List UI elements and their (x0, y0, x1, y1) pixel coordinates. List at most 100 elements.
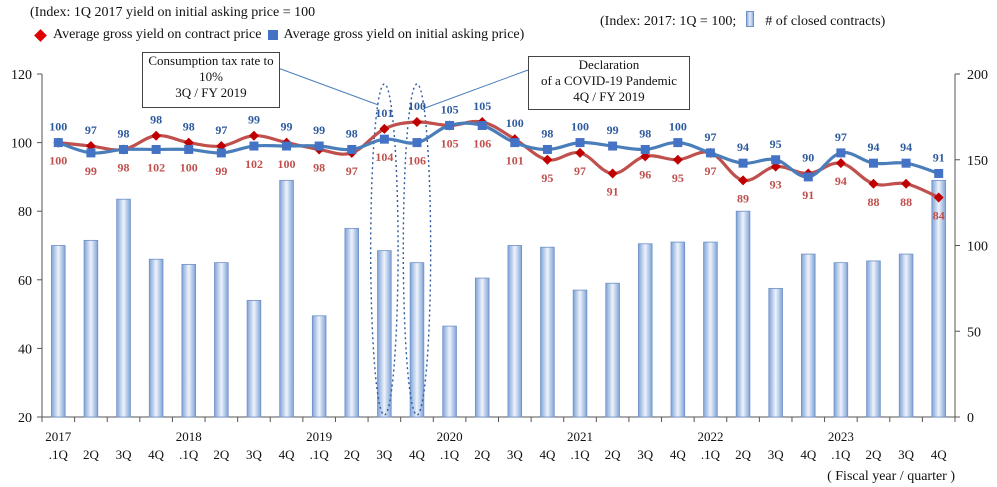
contract-value-label: 106 (408, 154, 426, 168)
bar (116, 198, 131, 418)
x-quarter-label: 2Q (866, 447, 883, 462)
bar (148, 258, 164, 418)
x-year-label: 2021 (567, 429, 593, 444)
bar (51, 245, 66, 418)
asking-value-label: 97 (85, 123, 97, 137)
asking-value-label: 99 (313, 123, 325, 137)
asking-value-label: 100 (506, 116, 524, 130)
contract-point (933, 192, 944, 203)
asking-value-label: 90 (802, 150, 814, 164)
contract-value-label: 96 (639, 167, 651, 181)
asking-value-label: 98 (346, 126, 358, 140)
contract-value-label: 91 (607, 184, 619, 198)
bar (898, 253, 914, 418)
asking-point (738, 158, 748, 168)
contract-point (542, 154, 553, 165)
x-quarter-label: 3Q (116, 447, 133, 462)
contract-value-label: 105 (441, 136, 459, 150)
bar-series (51, 179, 946, 418)
x-quarter-label: 3Q (507, 447, 524, 462)
bar (474, 277, 490, 418)
x-quarter-label: 3Q (376, 447, 393, 462)
event-ellipse (402, 83, 432, 416)
covid-leader-line (424, 69, 529, 109)
bar (442, 325, 457, 418)
bar (605, 282, 620, 418)
x-quarter-label: 3Q (898, 447, 915, 462)
right-tick-label: 150 (967, 154, 988, 169)
contract-value-label: 98 (118, 160, 130, 174)
asking-value-label: 98 (150, 113, 162, 127)
asking-point (608, 141, 618, 151)
contract-point (901, 178, 912, 189)
bar (572, 289, 588, 418)
asking-point (575, 138, 585, 148)
bar (735, 210, 751, 418)
asking-point (510, 138, 520, 148)
contract-value-label: 97 (574, 164, 586, 178)
contract-value-label: 99 (215, 164, 227, 178)
x-quarter-label: .1Q (310, 447, 330, 462)
bar (311, 315, 327, 418)
asking-point (868, 158, 878, 168)
asking-point (86, 148, 96, 158)
asking-point (53, 138, 63, 148)
contract-point (835, 158, 846, 169)
bar (540, 246, 555, 418)
contract-value-label: 97 (346, 164, 358, 178)
asking-value-label: 97 (704, 130, 716, 144)
right-index-note-b: # of closed contracts) (765, 14, 886, 29)
bar (833, 262, 849, 418)
asking-point (803, 172, 813, 182)
x-quarter-label: 4Q (279, 447, 296, 462)
contract-value-label: 99 (85, 164, 97, 178)
x-quarter-label: 2Q (735, 447, 752, 462)
x-quarter-label: 4Q (409, 447, 426, 462)
x-quarter-label: .1Q (831, 447, 851, 462)
bar (246, 299, 262, 418)
asking-value-label: 98 (541, 126, 553, 140)
contract-value-label: 93 (770, 178, 782, 192)
contract-value-label: 94 (835, 174, 847, 188)
contract-value-label: 91 (802, 188, 814, 202)
asking-point (184, 144, 194, 154)
right-index-note: (Index: 2017: 1Q = 100; # of closed cont… (600, 11, 885, 30)
contract-value-label: 102 (245, 157, 263, 171)
contract-value-label: 89 (737, 191, 749, 205)
asking-value-label: 94 (737, 140, 749, 154)
covid-line-3: 4Q / FY 2019 (573, 89, 645, 104)
legend-asking-label: Average gross yield on initial asking pr… (283, 27, 525, 42)
contract-value-label: 88 (867, 195, 879, 209)
x-quarter-label: 3Q (246, 447, 263, 462)
asking-point (249, 141, 259, 151)
tax-line-3: 3Q / FY 2019 (175, 85, 247, 100)
left-tick-label: 100 (11, 137, 32, 152)
x-quarter-label: 2Q (474, 447, 491, 462)
bar (344, 227, 360, 418)
asking-value-label: 101 (375, 106, 393, 120)
asking-value-label: 100 (669, 120, 687, 134)
left-tick-label: 80 (18, 205, 32, 220)
contract-value-label: 95 (672, 171, 684, 185)
contract-point (868, 178, 879, 189)
bar (279, 179, 294, 418)
data-labels: 100 97 98 98 98 97 99 99 99 98 101 100 105 105 100 98 10… (49, 99, 944, 222)
asking-value-label: 95 (770, 137, 782, 151)
asking-point (705, 148, 715, 158)
axes (37, 73, 960, 422)
x-quarter-label: 2Q (605, 447, 622, 462)
asking-point (379, 134, 389, 144)
bar (507, 245, 523, 418)
contract-value-label: 98 (313, 160, 325, 174)
x-quarter-label: .1Q (570, 447, 590, 462)
x-quarter-label: .1Q (440, 447, 460, 462)
bar (931, 179, 946, 418)
bar (83, 239, 99, 418)
x-quarter-label: 4Q (148, 447, 165, 462)
right-tick-label: 50 (967, 325, 981, 340)
asking-value-label: 97 (835, 130, 847, 144)
asking-value-label: 100 (49, 120, 67, 134)
asking-point (216, 148, 226, 158)
bar (768, 287, 783, 418)
